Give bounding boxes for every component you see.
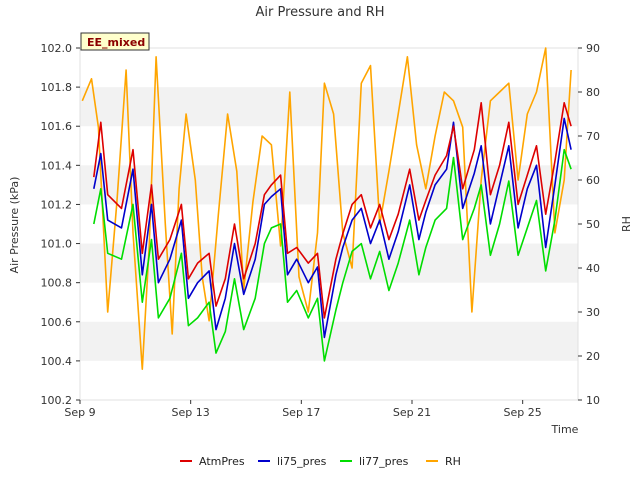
y-right-tick-label: 50 <box>586 218 600 231</box>
y-left-tick-label: 101.0 <box>41 238 73 251</box>
x-tick-label: Sep 13 <box>172 406 210 419</box>
y-right-tick-label: 10 <box>586 394 600 407</box>
y-left-tick-label: 100.4 <box>41 355 73 368</box>
y-left-tick-label: 100.2 <box>41 394 73 407</box>
grid-band <box>80 87 578 127</box>
y-left-tick-label: 101.4 <box>41 159 73 172</box>
y-right-tick-label: 80 <box>586 86 600 99</box>
series-lines <box>81 47 572 371</box>
y-left-tick-label: 100.8 <box>41 277 73 290</box>
y-left-tick-label: 101.6 <box>41 120 73 133</box>
y-right-tick-label: 70 <box>586 130 600 143</box>
x-tick-label: Sep 9 <box>64 406 95 419</box>
series-line-li77-pres <box>93 148 572 362</box>
y-right-tick-label: 20 <box>586 350 600 363</box>
y-axis-right-ticks: 10 20 30 40 50 60 70 80 90 <box>578 42 600 407</box>
chart-tag-label: EE_mixed <box>87 36 145 49</box>
legend: AtmPres li75_pres li77_pres RH <box>180 455 461 468</box>
y-left-tick-label: 101.2 <box>41 198 73 211</box>
y-axis-right-label: RH <box>620 216 633 232</box>
x-tick-label: Sep 25 <box>504 406 542 419</box>
series-line-rh <box>81 47 572 371</box>
y-right-tick-label: 60 <box>586 174 600 187</box>
x-axis-ticks: Sep 9 Sep 13 Sep 17 Sep 21 Sep 25 <box>64 400 542 419</box>
series-line-atmpres <box>93 102 572 319</box>
y-right-tick-label: 30 <box>586 306 600 319</box>
grid-bands <box>80 48 578 400</box>
y-right-tick-label: 90 <box>586 42 600 55</box>
y-left-tick-label: 100.6 <box>41 316 73 329</box>
y-right-tick-label: 40 <box>586 262 600 275</box>
x-tick-label: Sep 17 <box>282 406 320 419</box>
legend-label: li75_pres <box>277 455 327 468</box>
chart-tag: EE_mixed <box>80 32 150 51</box>
chart-title: Air Pressure and RH <box>255 5 384 20</box>
y-axis-left-ticks: 100.2 100.4 100.6 100.8 101.0 101.2 101.4 101.6… <box>41 42 80 407</box>
legend-label: RH <box>445 455 461 468</box>
legend-label: AtmPres <box>199 455 245 468</box>
y-left-tick-label: 101.8 <box>41 81 73 94</box>
y-left-tick-label: 102.0 <box>41 42 73 55</box>
y-axis-left-label: Air Pressure (kPa) <box>8 177 21 274</box>
series-line-li75-pres <box>93 117 572 339</box>
x-tick-label: Sep 21 <box>393 406 431 419</box>
x-axis-label: Time <box>551 423 579 436</box>
legend-label: li77_pres <box>359 455 409 468</box>
